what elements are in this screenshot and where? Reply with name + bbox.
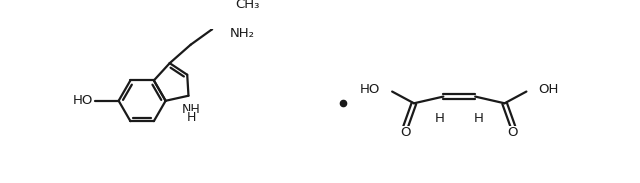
Text: OH: OH [538,83,559,96]
Text: H: H [435,112,445,125]
Text: H: H [186,111,196,124]
Text: CH₃: CH₃ [235,0,259,11]
Text: NH: NH [182,103,200,116]
Text: H: H [474,112,483,125]
Text: NH₂: NH₂ [230,27,255,40]
Text: HO: HO [360,83,380,96]
Text: HO: HO [72,94,93,107]
Text: O: O [508,126,518,139]
Text: O: O [401,126,411,139]
